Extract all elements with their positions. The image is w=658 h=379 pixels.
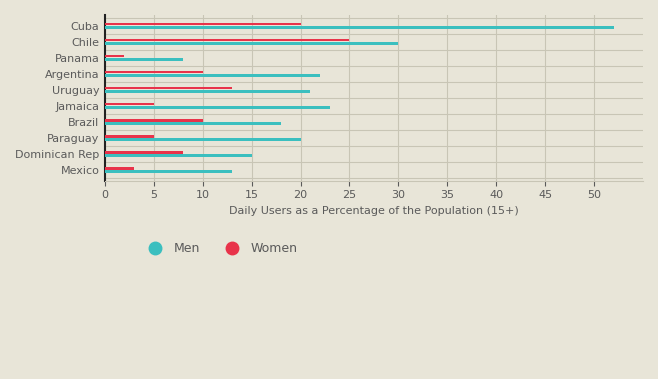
Bar <box>105 122 281 125</box>
Bar <box>105 119 203 122</box>
Bar <box>105 26 614 29</box>
Bar <box>105 74 320 77</box>
Bar <box>105 55 124 58</box>
Bar <box>105 170 232 173</box>
Bar <box>105 39 349 41</box>
Bar <box>105 58 183 61</box>
Bar <box>105 106 330 109</box>
Bar <box>105 138 301 141</box>
X-axis label: Daily Users as a Percentage of the Population (15+): Daily Users as a Percentage of the Popul… <box>229 206 519 216</box>
Legend: Men, Women: Men, Women <box>138 238 303 260</box>
Bar <box>105 86 232 89</box>
Bar <box>105 90 311 93</box>
Bar <box>105 70 203 74</box>
Bar <box>105 42 398 45</box>
Bar <box>105 150 183 153</box>
Bar <box>105 22 301 25</box>
Bar <box>105 167 134 169</box>
Bar <box>105 154 251 157</box>
Bar <box>105 135 154 138</box>
Bar <box>105 103 154 105</box>
